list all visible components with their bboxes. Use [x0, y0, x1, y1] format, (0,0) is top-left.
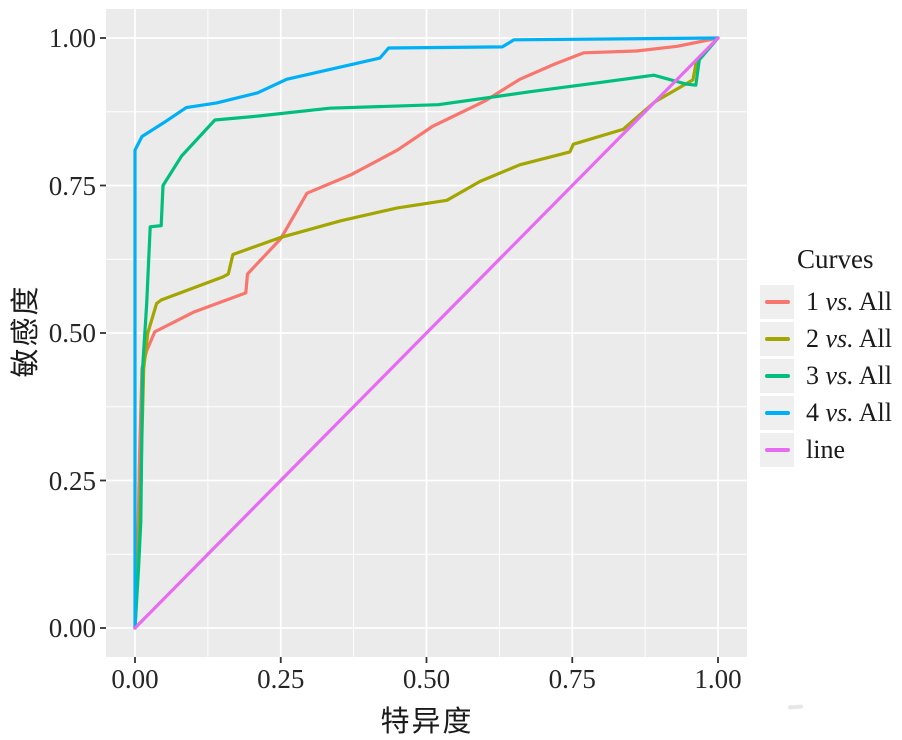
x-axis-title: 特异度 — [380, 706, 474, 738]
legend-line-sample — [764, 300, 790, 304]
x-tick-label: 0.00 — [111, 664, 159, 694]
legend-label: 3 vs. All — [806, 361, 892, 390]
legend-item: 2 vs. All — [760, 322, 902, 356]
legend-line-sample — [764, 337, 790, 341]
x-tick-label: 0.25 — [257, 664, 305, 694]
roc-curve-4-vs-all — [133, 36, 720, 630]
legend-rows: 1 vs. All 2 vs. All 3 vs. All 4 vs. All line — [760, 285, 902, 467]
legend-item: line — [760, 433, 902, 467]
legend-label: 1 vs. All — [806, 287, 892, 316]
legend-line-sample — [764, 411, 790, 415]
x-tick-label: 0.75 — [548, 664, 596, 694]
y-tick-label: 0.75 — [48, 170, 96, 201]
y-axis-title: 敏感度 — [10, 284, 42, 378]
legend-item: 4 vs. All — [760, 396, 902, 430]
legend: Curves 1 vs. All 2 vs. All 3 vs. All 4 vs. … — [760, 244, 902, 470]
y-tick-label: 0.50 — [48, 318, 96, 348]
legend-key-swatch — [760, 285, 794, 319]
legend-title: Curves — [797, 244, 874, 274]
roc-curve-line — [133, 36, 720, 630]
y-tick-label: 0.00 — [48, 613, 96, 643]
legend-item: 1 vs. All — [760, 285, 902, 319]
roc-curve-2-vs-all — [133, 36, 720, 630]
x-tick-label: 1.00 — [694, 664, 742, 694]
x-tick-label: 0.50 — [402, 664, 451, 694]
roc-curve-3-vs-all — [133, 36, 720, 630]
legend-label: line — [806, 435, 845, 464]
legend-label: 4 vs. All — [806, 398, 892, 427]
legend-key-swatch — [760, 396, 794, 430]
legend-line-sample — [764, 448, 790, 452]
legend-key-swatch — [760, 359, 794, 393]
legend-label: 2 vs. All — [806, 324, 892, 353]
legend-line-sample — [764, 374, 790, 378]
legend-key-swatch — [760, 433, 794, 467]
legend-key-swatch — [760, 322, 794, 356]
y-tick-label: 0.25 — [48, 465, 96, 496]
legend-item: 3 vs. All — [760, 359, 902, 393]
y-tick-label: 1.00 — [48, 23, 96, 53]
